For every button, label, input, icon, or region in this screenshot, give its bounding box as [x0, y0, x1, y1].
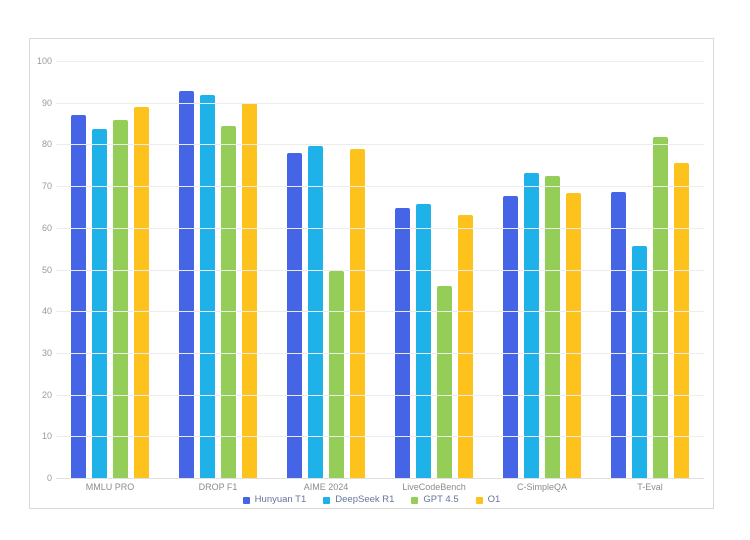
gridline — [56, 61, 704, 62]
chart-legend: Hunyuan T1 DeepSeek R1 GPT 4.5 O1 — [30, 495, 713, 505]
benchmark-bar-chart-card: 0 10 20 30 40 50 60 70 80 90 100 MMLU PRO DROP F1 AI… — [29, 38, 714, 509]
bar-deepseek-r1-t-eval[interactable] — [632, 245, 647, 479]
bar-hunyuan-t1-livecodebench[interactable] — [395, 208, 410, 479]
y-tick-label-40: 40 — [41, 306, 52, 317]
bar-deepseek-r1-livecodebench[interactable] — [416, 204, 431, 479]
bar-gpt-4-5-mmlu-pro[interactable] — [113, 119, 128, 479]
bar-o1-c-simpleqa[interactable] — [566, 192, 581, 479]
bar-hunyuan-t1-drop-f1[interactable] — [179, 90, 194, 479]
x-axis-baseline — [56, 478, 704, 479]
legend-label: O1 — [487, 494, 501, 505]
y-tick-label-10: 10 — [41, 431, 52, 442]
plot-area — [56, 61, 704, 479]
bar-groups-container — [56, 62, 704, 479]
bar-deepseek-r1-mmlu-pro[interactable] — [92, 128, 107, 479]
y-tick-label-80: 80 — [41, 139, 52, 150]
x-tick-label-aime-2024: AIME 2024 — [303, 482, 349, 492]
gridline — [56, 436, 704, 438]
legend-swatch-icon — [475, 496, 483, 504]
bar-deepseek-r1-c-simpleqa[interactable] — [524, 172, 539, 479]
y-tick-label-0: 0 — [46, 473, 52, 483]
gridline — [56, 186, 704, 188]
bar-group-drop-f1 — [164, 62, 272, 479]
legend-swatch-icon — [323, 496, 331, 504]
x-axis: MMLU PRO DROP F1 AIME 2024 LiveCodeBench C-S… — [56, 482, 704, 493]
bar-o1-drop-f1[interactable] — [242, 102, 257, 479]
bar-group-c-simpleqa — [488, 62, 596, 479]
x-tick-label-drop-f1: DROP F1 — [198, 482, 238, 492]
legend-item-gpt-4-5[interactable]: GPT 4.5 — [411, 494, 459, 505]
bar-group-aime-2024 — [272, 62, 380, 479]
legend-swatch-icon — [411, 496, 419, 504]
y-tick-label-70: 70 — [41, 181, 52, 192]
bar-deepseek-r1-drop-f1[interactable] — [200, 94, 215, 479]
y-tick-label-20: 20 — [41, 389, 52, 400]
bar-o1-aime-2024[interactable] — [350, 148, 365, 479]
gridline — [56, 311, 704, 313]
gridline — [56, 269, 704, 271]
y-tick-label-100: 100 — [36, 56, 52, 66]
bar-deepseek-r1-aime-2024[interactable] — [308, 146, 323, 479]
bar-o1-livecodebench[interactable] — [458, 214, 473, 479]
bar-hunyuan-t1-c-simpleqa[interactable] — [503, 195, 518, 479]
legend-swatch-icon — [242, 496, 250, 504]
bar-gpt-4-5-drop-f1[interactable] — [221, 125, 236, 479]
legend-item-deepseek-r1[interactable]: DeepSeek R1 — [323, 495, 394, 505]
x-tick-label-c-simpleqa: C-SimpleQA — [516, 482, 567, 492]
gridline — [56, 227, 704, 229]
bar-hunyuan-t1-aime-2024[interactable] — [287, 152, 302, 479]
bar-hunyuan-t1-mmlu-pro[interactable] — [71, 115, 86, 479]
y-tick-label-90: 90 — [41, 97, 52, 108]
bar-gpt-4-5-aime-2024[interactable] — [329, 270, 344, 479]
bar-o1-mmlu-pro[interactable] — [134, 106, 149, 479]
legend-item-o1[interactable]: O1 — [475, 494, 501, 505]
bar-gpt-4-5-livecodebench[interactable] — [437, 285, 452, 479]
x-tick-label-mmlu-pro: MMLU PRO — [85, 482, 135, 492]
bar-gpt-4-5-c-simpleqa[interactable] — [545, 176, 560, 479]
legend-label: Hunyuan T1 — [254, 494, 307, 505]
x-tick-label-livecodebench: LiveCodeBench — [402, 482, 466, 492]
y-tick-label-60: 60 — [41, 222, 52, 233]
y-tick-label-50: 50 — [41, 264, 52, 275]
y-axis: 0 10 20 30 40 50 60 70 80 90 100 — [32, 57, 52, 483]
bar-group-livecodebench — [380, 62, 488, 479]
bar-group-t-eval — [596, 62, 704, 479]
gridline — [56, 144, 704, 146]
legend-item-hunyuan-t1[interactable]: Hunyuan T1 — [242, 494, 307, 505]
gridline — [56, 394, 704, 396]
bar-o1-t-eval[interactable] — [674, 163, 689, 479]
legend-label: GPT 4.5 — [423, 494, 459, 505]
bar-group-mmlu-pro — [56, 62, 164, 479]
y-tick-label-30: 30 — [41, 347, 52, 358]
x-tick-label-t-eval: T-Eval — [637, 482, 663, 492]
gridline — [56, 352, 704, 354]
bar-hunyuan-t1-t-eval[interactable] — [611, 191, 626, 479]
legend-label: DeepSeek R1 — [335, 494, 395, 505]
gridline — [56, 102, 704, 104]
bar-gpt-4-5-t-eval[interactable] — [653, 137, 668, 479]
